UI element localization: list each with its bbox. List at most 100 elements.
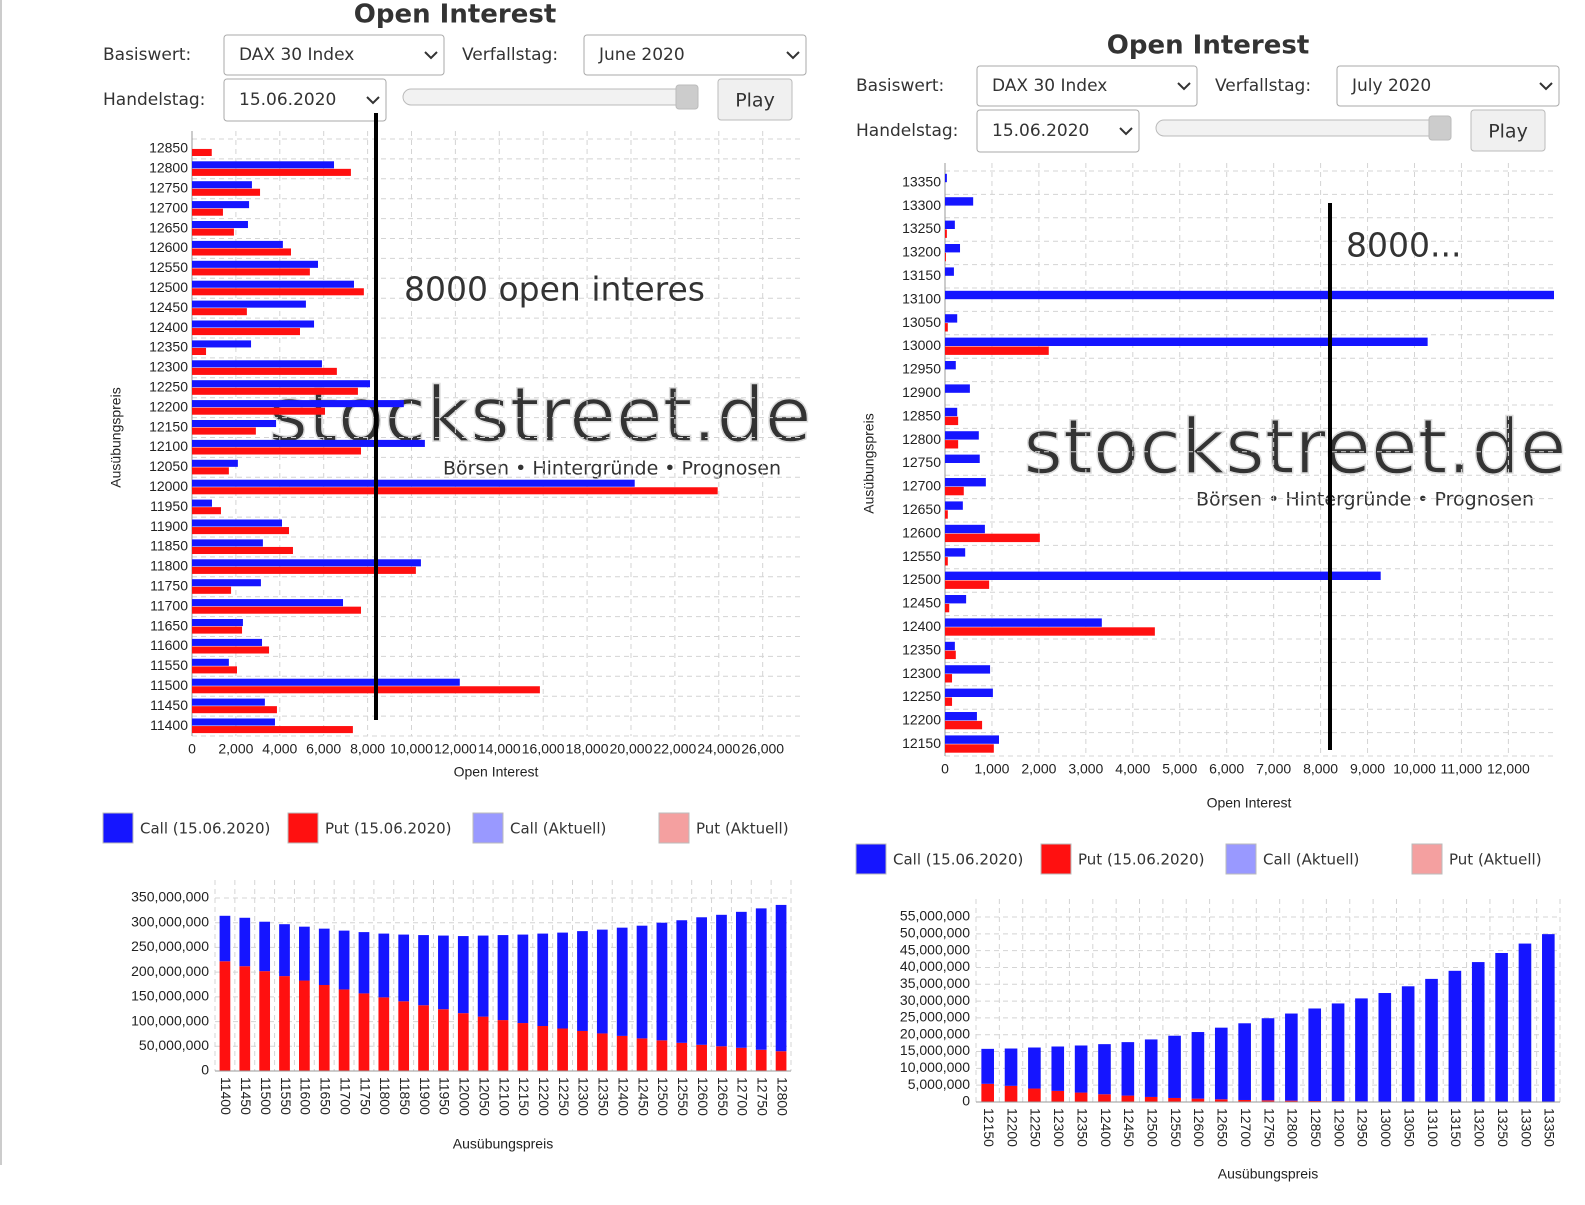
bar-segment — [676, 920, 688, 1043]
legend-swatch — [1411, 843, 1443, 875]
bar-segment — [219, 915, 231, 962]
play-button-box — [1470, 109, 1546, 152]
dropdown-chevron — [1539, 82, 1553, 91]
bar-segment — [1285, 1013, 1298, 1101]
bar-segment — [378, 933, 390, 998]
bar — [192, 248, 291, 256]
bar — [192, 340, 252, 348]
date-slider[interactable] — [402, 84, 699, 110]
bar-segment — [358, 993, 370, 1071]
dropdown[interactable]: DAX 30 Index — [223, 34, 445, 76]
bar — [192, 519, 282, 527]
y-tick-label: 12300 — [149, 359, 188, 375]
x-tick-label: 8,000 — [1303, 761, 1338, 777]
field-label: Handelstag: — [103, 90, 205, 110]
x-tick-label: 11650 — [318, 1077, 334, 1115]
y-tick-label: 11650 — [150, 617, 188, 633]
x-tick-label: 13100 — [1425, 1108, 1441, 1147]
bar-segment — [616, 1035, 628, 1071]
bar-segment — [981, 1083, 994, 1102]
bar — [945, 346, 1049, 355]
dropdown-box — [976, 109, 1140, 153]
bar-segment — [477, 1016, 489, 1071]
x-tick-label: 12300 — [1051, 1108, 1067, 1147]
y-tick-label: 45,000,000 — [900, 941, 970, 957]
bar-segment — [338, 989, 350, 1071]
x-tick-label: 16,000 — [522, 741, 565, 757]
y-tick-label: 5,000,000 — [908, 1076, 970, 1092]
bar-segment — [1074, 1092, 1088, 1102]
bar — [192, 228, 234, 236]
bar — [945, 571, 1381, 580]
bar-segment — [318, 928, 330, 985]
bar-segment — [981, 1048, 994, 1084]
y-tick-label: 0 — [962, 1093, 970, 1109]
x-axis-label: Open Interest — [454, 764, 539, 780]
bar — [945, 337, 1428, 346]
y-tick-label: 12050 — [149, 458, 188, 474]
bar-segment — [1004, 1048, 1018, 1086]
x-tick-label: 2,000 — [218, 741, 253, 757]
x-tick-label: 4,000 — [262, 741, 297, 757]
x-tick-label: 12,000 — [1487, 761, 1530, 777]
bar — [192, 387, 358, 395]
bar — [945, 720, 983, 730]
x-axis-label: Ausübungspreis — [1218, 1166, 1318, 1182]
bar-segment — [1331, 1003, 1345, 1102]
play-button[interactable]: Play — [717, 78, 793, 121]
x-tick-label: 11850 — [397, 1077, 413, 1115]
x-tick-label: 12950 — [1355, 1108, 1371, 1147]
bar — [192, 367, 337, 375]
dropdown-value: July 2020 — [1351, 76, 1431, 96]
dropdown[interactable]: June 2020 — [583, 34, 807, 76]
y-tick-label: 12350 — [902, 641, 941, 657]
bar — [192, 467, 229, 475]
bar-segment — [1214, 1027, 1228, 1100]
y-tick-label: 13250 — [902, 220, 941, 236]
x-tick-label: 12400 — [1098, 1108, 1114, 1147]
field-label: Handelstag: — [856, 121, 958, 141]
x-tick-label: 11,000 — [1441, 761, 1483, 777]
y-tick-label: 350,000,000 — [131, 889, 209, 905]
y-tick-label: 12450 — [149, 299, 188, 315]
dropdown[interactable]: DAX 30 Index — [976, 65, 1198, 107]
bar — [192, 360, 322, 368]
bar — [192, 407, 326, 415]
legend-swatch — [102, 812, 134, 844]
bar-segment — [1261, 1018, 1275, 1101]
x-tick-label: 11600 — [298, 1077, 314, 1115]
x-tick-label: 7,000 — [1256, 761, 1291, 777]
y-tick-label: 40,000,000 — [900, 958, 970, 974]
dropdown[interactable]: 15.06.2020 — [223, 78, 387, 122]
x-tick-label: 11500 — [258, 1077, 274, 1115]
y-tick-label: 13150 — [902, 267, 941, 283]
bar-segment — [1214, 1099, 1228, 1102]
x-tick-label: 12200 — [1004, 1108, 1020, 1147]
x-tick-label: 0 — [941, 761, 949, 777]
bar-segment — [398, 934, 410, 1002]
y-tick-label: 12200 — [902, 712, 941, 728]
play-button[interactable]: Play — [1470, 109, 1546, 152]
date-slider[interactable] — [1155, 115, 1452, 141]
bar-segment — [1238, 1023, 1251, 1100]
bar-segment — [656, 922, 668, 1041]
y-tick-label: 11400 — [150, 717, 188, 733]
bar — [945, 712, 977, 721]
dropdown-box — [583, 34, 807, 76]
x-tick-label: 12650 — [1215, 1108, 1231, 1147]
x-tick-label: 13300 — [1518, 1108, 1534, 1147]
bar — [192, 638, 263, 646]
bar-segment — [1028, 1088, 1041, 1102]
bar-segment — [358, 932, 370, 994]
y-tick-label: 11800 — [150, 558, 188, 574]
bar-segment — [1261, 1100, 1275, 1102]
panel-title: Open Interest — [1107, 31, 1310, 61]
dropdown[interactable]: 15.06.2020 — [976, 109, 1140, 153]
legend-swatch — [472, 812, 504, 844]
bar-segment — [1098, 1094, 1111, 1102]
y-tick-label: 30,000,000 — [900, 992, 970, 1008]
y-tick-label: 12300 — [902, 665, 941, 681]
dropdown[interactable]: July 2020 — [1336, 65, 1560, 107]
y-tick-label: 12600 — [149, 239, 188, 255]
bar — [192, 181, 252, 189]
